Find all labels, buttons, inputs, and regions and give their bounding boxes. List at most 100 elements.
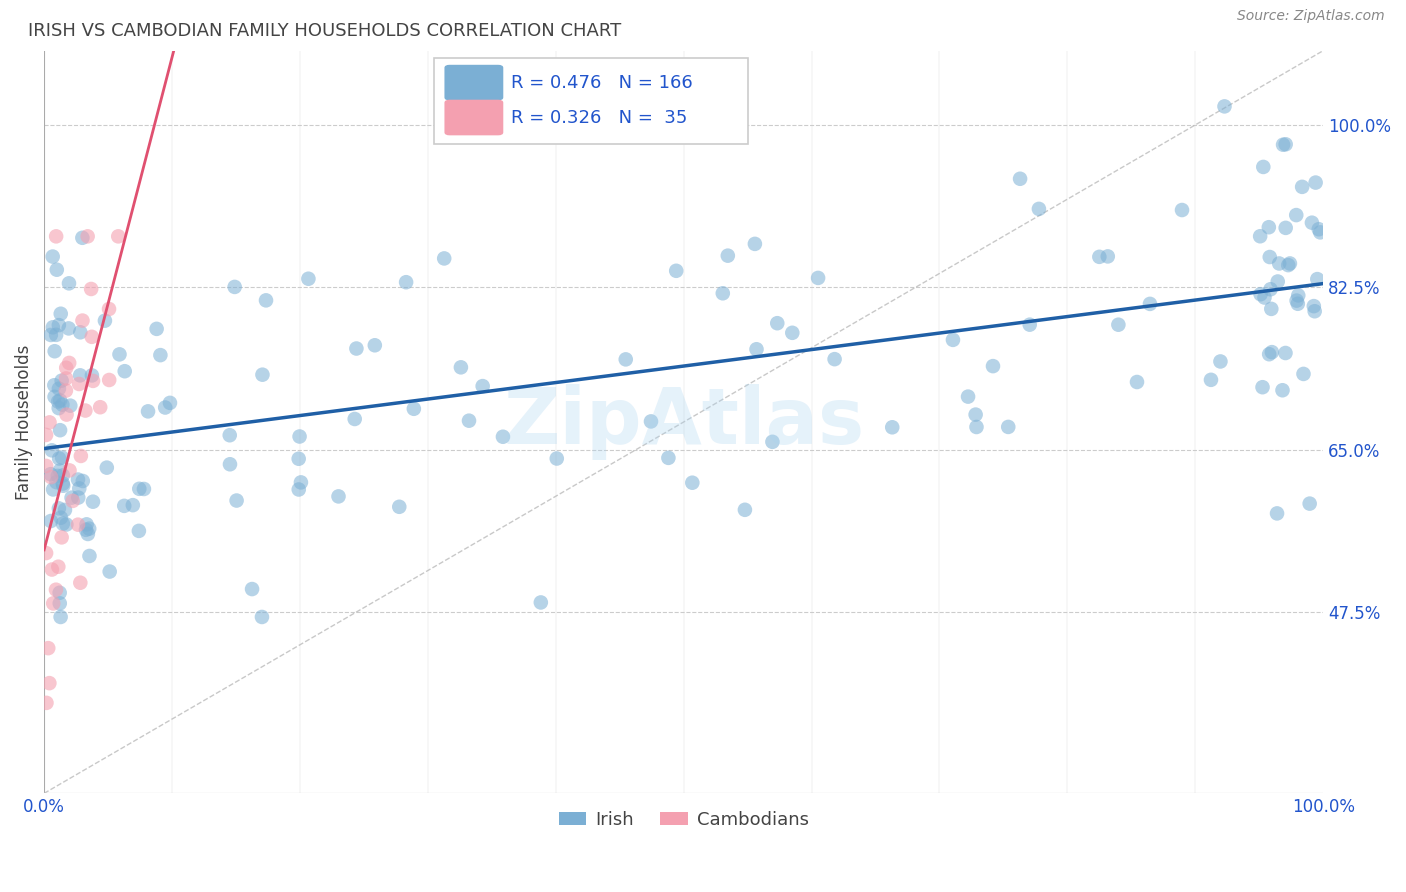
Irish (51, 374, 73, 388)
Irish (711, 286, 734, 301)
Cambodians (35, 696, 58, 710)
Irish (1277, 258, 1299, 272)
Cambodians (66, 517, 89, 532)
Irish (44, 390, 66, 404)
Irish (734, 503, 756, 517)
Cambodians (42, 596, 65, 610)
Irish (458, 414, 481, 428)
Irish (297, 271, 319, 285)
Irish (114, 364, 136, 378)
Cambodians (82, 374, 104, 388)
Irish (745, 343, 768, 357)
Irish (450, 360, 472, 375)
Cambodians (67, 376, 90, 391)
Irish (224, 280, 246, 294)
Cambodians (98, 301, 121, 316)
Irish (77, 522, 100, 536)
Irish (80, 368, 103, 383)
Irish (67, 491, 90, 505)
Irish (225, 493, 247, 508)
Irish (55, 517, 77, 532)
Irish (49, 393, 72, 408)
Irish (48, 401, 70, 416)
Legend: Irish, Cambodians: Irish, Cambodians (551, 804, 815, 837)
Irish (52, 468, 75, 483)
Irish (1292, 367, 1315, 381)
Irish (614, 352, 637, 367)
Irish (640, 414, 662, 428)
Irish (1249, 229, 1271, 244)
Irish (51, 450, 73, 465)
Cambodians (51, 530, 73, 544)
Irish (1010, 171, 1032, 186)
Text: Source: ZipAtlas.com: Source: ZipAtlas.com (1237, 9, 1385, 23)
Irish (46, 394, 69, 409)
Irish (1251, 380, 1274, 394)
Text: ZipAtlas: ZipAtlas (503, 384, 865, 460)
Cambodians (45, 582, 67, 597)
Irish (1305, 176, 1327, 190)
Irish (52, 479, 75, 493)
Cambodians (35, 458, 58, 473)
Irish (1139, 297, 1161, 311)
Irish (46, 468, 69, 483)
Irish (75, 523, 97, 537)
Irish (72, 231, 94, 245)
Irish (402, 401, 425, 416)
Irish (149, 348, 172, 362)
Text: R = 0.476   N = 166: R = 0.476 N = 166 (510, 74, 693, 92)
Irish (250, 610, 273, 624)
Irish (530, 595, 553, 609)
Cambodians (62, 494, 84, 508)
Irish (1285, 208, 1308, 222)
Irish (53, 503, 76, 517)
Irish (145, 322, 167, 336)
Irish (41, 443, 63, 458)
Y-axis label: Family Households: Family Households (15, 344, 32, 500)
Irish (254, 293, 277, 308)
Irish (1199, 373, 1222, 387)
Irish (1258, 250, 1281, 264)
Irish (1107, 318, 1129, 332)
Irish (966, 420, 988, 434)
Irish (1253, 291, 1275, 305)
Irish (45, 262, 67, 277)
Irish (1018, 318, 1040, 332)
Irish (395, 275, 418, 289)
Irish (287, 483, 309, 497)
Irish (48, 451, 70, 466)
Irish (1268, 256, 1291, 270)
Irish (388, 500, 411, 514)
Cambodians (69, 575, 91, 590)
Irish (471, 379, 494, 393)
Irish (69, 326, 91, 340)
Irish (49, 596, 72, 610)
Irish (344, 342, 367, 356)
Irish (290, 475, 312, 490)
Irish (96, 460, 118, 475)
Irish (717, 249, 740, 263)
Irish (1209, 354, 1232, 368)
Irish (128, 524, 150, 538)
Irish (1298, 497, 1320, 511)
Irish (1301, 216, 1323, 230)
Cambodians (58, 356, 80, 370)
Irish (957, 390, 980, 404)
Irish (882, 420, 904, 434)
Irish (240, 582, 263, 596)
Irish (1253, 160, 1275, 174)
FancyBboxPatch shape (444, 65, 503, 101)
Irish (108, 347, 131, 361)
Irish (112, 499, 135, 513)
Irish (288, 429, 311, 443)
Irish (218, 428, 240, 442)
Irish (39, 328, 62, 343)
Irish (1260, 282, 1282, 296)
Irish (997, 420, 1019, 434)
Irish (136, 404, 159, 418)
Cambodians (55, 384, 77, 398)
Irish (72, 474, 94, 488)
Irish (121, 498, 143, 512)
Irish (343, 412, 366, 426)
Irish (51, 398, 73, 412)
